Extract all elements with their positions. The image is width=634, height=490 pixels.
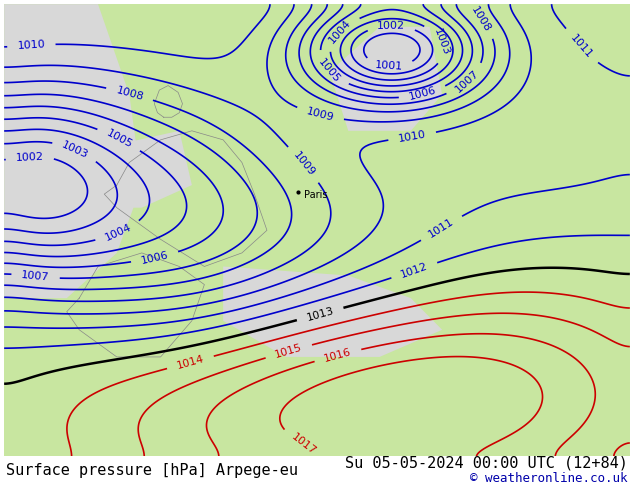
Polygon shape	[79, 131, 192, 208]
Text: 1003: 1003	[432, 27, 451, 57]
Polygon shape	[330, 27, 442, 131]
Text: 1011: 1011	[427, 217, 456, 240]
Text: 1007: 1007	[21, 270, 50, 283]
Text: Paris: Paris	[304, 190, 328, 200]
Text: 1008: 1008	[469, 5, 492, 34]
Text: 1009: 1009	[291, 150, 316, 178]
Text: 1014: 1014	[176, 354, 205, 371]
Text: 1011: 1011	[568, 33, 594, 60]
Text: 1005: 1005	[105, 128, 134, 150]
Text: 1010: 1010	[17, 40, 46, 51]
Text: 1009: 1009	[305, 106, 335, 123]
Polygon shape	[4, 4, 142, 298]
Text: © weatheronline.co.uk: © weatheronline.co.uk	[470, 472, 628, 485]
Text: 1005: 1005	[316, 57, 342, 85]
Text: 1008: 1008	[115, 85, 145, 102]
Text: 1016: 1016	[323, 346, 353, 364]
Text: 1015: 1015	[274, 343, 304, 360]
Polygon shape	[223, 267, 442, 357]
Text: 1012: 1012	[399, 261, 429, 280]
Text: 1004: 1004	[327, 18, 353, 45]
Text: 1006: 1006	[140, 250, 169, 266]
Text: 1006: 1006	[408, 86, 437, 102]
Text: 1010: 1010	[398, 129, 427, 144]
Text: 1002: 1002	[16, 151, 44, 163]
Text: 1002: 1002	[377, 21, 405, 31]
Text: 1013: 1013	[306, 305, 335, 322]
Text: 1017: 1017	[289, 431, 318, 456]
Text: 1003: 1003	[60, 139, 90, 160]
Text: Surface pressure [hPa] Arpege-eu: Surface pressure [hPa] Arpege-eu	[6, 463, 299, 478]
Text: 1004: 1004	[103, 222, 133, 243]
Text: Su 05-05-2024 00:00 UTC (12+84): Su 05-05-2024 00:00 UTC (12+84)	[345, 455, 628, 470]
Text: 1001: 1001	[375, 60, 403, 72]
Text: 1007: 1007	[453, 68, 481, 95]
